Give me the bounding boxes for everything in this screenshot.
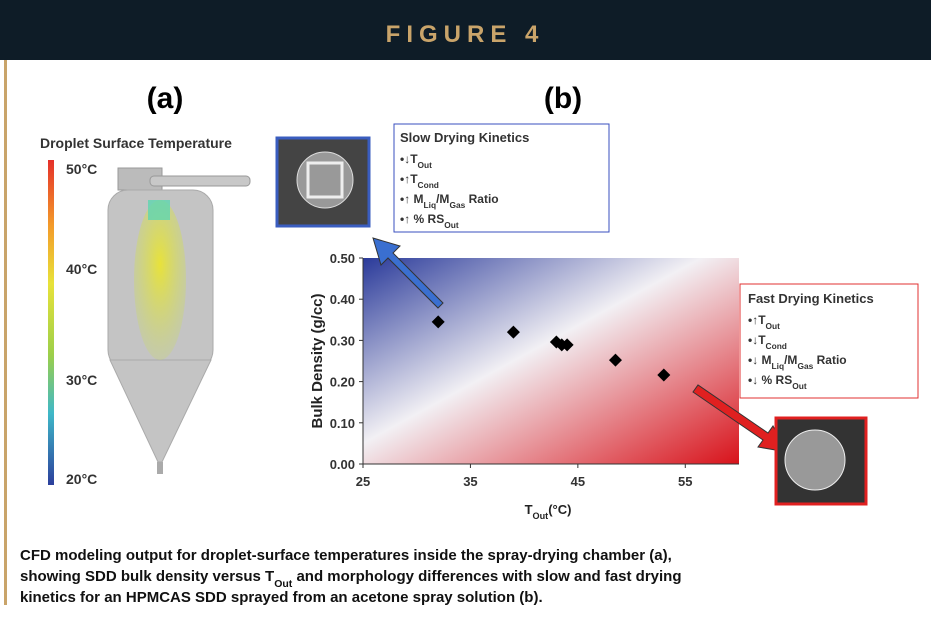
caption-line: CFD modeling output for droplet-surface … <box>20 547 672 564</box>
colorbar-title: Droplet Surface Temperature <box>40 135 232 151</box>
box-line-part: /M <box>436 192 449 206</box>
x-tick-label: 35 <box>463 474 477 489</box>
box-line-part: •↑T <box>748 313 766 327</box>
caption-line-part: CFD modeling output for droplet-surface … <box>20 547 672 564</box>
box-line-part: Liq <box>424 200 437 210</box>
box-line: •↑ MLiq/MGas Ratio <box>400 192 499 210</box>
box-line: •↑TCond <box>400 172 439 190</box>
box-line-part: /M <box>784 353 797 367</box>
colorbar-label: 30°C <box>66 372 97 388</box>
box-line-part: Out <box>444 220 459 230</box>
box-line: •↓TCond <box>748 333 787 351</box>
y-axis-label: Bulk Density (g/cc) <box>309 293 326 428</box>
box-line-part: Out <box>792 381 807 391</box>
x-axis-label-part: T <box>525 502 533 517</box>
box-line-part: Liq <box>772 361 785 371</box>
y-tick-label: 0.10 <box>330 416 355 431</box>
colorbar-label: 40°C <box>66 261 97 277</box>
caption-line: showing SDD bulk density versus TOut and… <box>20 568 682 590</box>
x-tick-label: 25 <box>356 474 370 489</box>
box-line-part: •↑ M <box>400 192 424 206</box>
box-line: •↑TOut <box>748 313 780 331</box>
header-title: FIGURE 4 <box>386 21 545 48</box>
header-bar <box>0 0 931 60</box>
point <box>506 325 520 339</box>
x-tick-label: 55 <box>678 474 692 489</box>
panel-label: (b) <box>544 82 582 115</box>
caption-line-part: kinetics for an HPMCAS SDD sprayed from … <box>20 589 543 606</box>
side-rule <box>4 60 7 605</box>
x-axis-label-part: (°C) <box>548 502 571 517</box>
box-line-part: Out <box>766 321 781 331</box>
slow-box <box>393 123 610 233</box>
colorbar-label: 20°C <box>66 471 97 487</box>
box-line-part: Cond <box>418 180 439 190</box>
fast-box <box>739 283 919 399</box>
x-axis-label-part: Out <box>533 511 549 521</box>
box-title: Fast Drying Kinetics <box>748 291 874 306</box>
box-line-part: Out <box>418 160 433 170</box>
panel-label: (a) <box>147 82 184 115</box>
box-line: •↓ % RSOut <box>748 373 807 391</box>
caption-line-part: showing SDD bulk density versus T <box>20 568 274 585</box>
x-axis-label: TOut(°C) <box>525 502 572 521</box>
spray-dryer <box>107 167 251 474</box>
caption-line-part: Out <box>274 578 293 590</box>
y-tick-label: 0.20 <box>330 375 355 390</box>
point <box>608 353 622 367</box>
box-line-part: •↑T <box>400 172 418 186</box>
y-tick-label: 0.00 <box>330 457 355 472</box>
box-title: Slow Drying Kinetics <box>400 130 529 145</box>
box-line-part: •↓T <box>748 333 766 347</box>
arrow <box>372 237 444 309</box>
box-line-part: •↑ % RS <box>400 212 444 226</box>
box-line: •↓ MLiq/MGas Ratio <box>748 353 847 371</box>
y-tick-label: 0.50 <box>330 251 355 266</box>
point <box>431 315 445 329</box>
colorbar-label: 50°C <box>66 161 97 177</box>
slow-image <box>275 136 371 228</box>
box-line-part: Cond <box>766 341 787 351</box>
caption-line: kinetics for an HPMCAS SDD sprayed from … <box>20 589 543 606</box>
box-line-part: •↓ % RS <box>748 373 792 387</box>
box-line-part: •↓T <box>400 152 418 166</box>
x-tick-label: 45 <box>571 474 585 489</box>
y-tick-label: 0.30 <box>330 333 355 348</box>
box-line-part: Ratio <box>813 353 846 367</box>
box-line-part: •↓ M <box>748 353 772 367</box>
box-line-part: Gas <box>449 200 465 210</box>
box-line: •↓TOut <box>400 152 432 170</box>
box-line-part: Ratio <box>465 192 498 206</box>
caption-line-part: and morphology differences with slow and… <box>292 568 681 585</box>
fast-image <box>774 416 868 506</box>
point <box>560 338 574 352</box>
box-line-part: Gas <box>797 361 813 371</box>
y-tick-label: 0.40 <box>330 292 355 307</box>
colorbar <box>48 160 54 485</box>
point <box>657 368 671 382</box>
box-line: •↑ % RSOut <box>400 212 459 230</box>
